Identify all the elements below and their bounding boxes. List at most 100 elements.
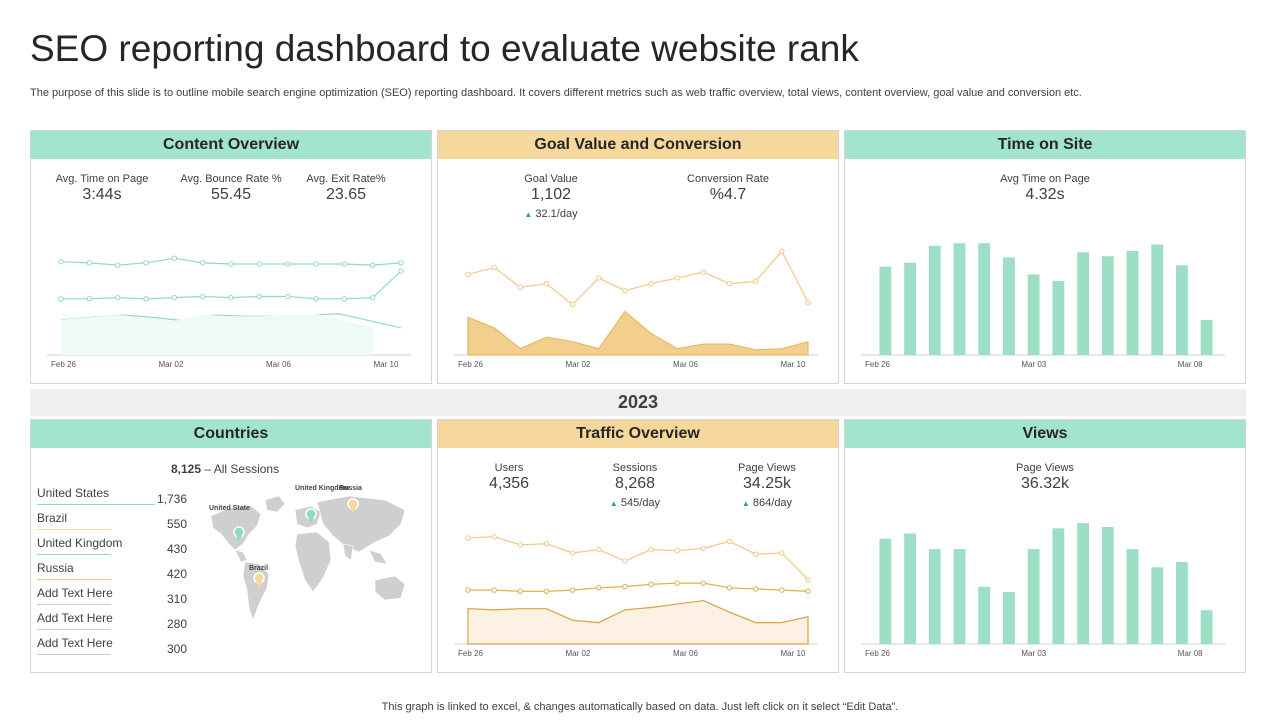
- kpi-label: Conversion Rate: [687, 173, 769, 185]
- sessions-summary: 8,125 – All Sessions: [171, 462, 279, 476]
- x-tick-label: Feb 26: [865, 360, 890, 369]
- data-point: [341, 261, 348, 267]
- data-point: [805, 576, 811, 583]
- kpi-sub: ▲ 545/day: [570, 497, 700, 509]
- data-point: [114, 262, 121, 268]
- kpi-label: Users: [494, 462, 524, 474]
- kpi-sub: ▲ 864/day: [702, 497, 832, 509]
- bar: [953, 243, 966, 355]
- data-point: [58, 258, 64, 265]
- bar: [1101, 527, 1114, 644]
- views-panel[interactable]: Views Page Views 36.32k Feb 26 Mar 03 Mar …: [844, 419, 1246, 673]
- kpi-page-views-total: Page Views 36.32k: [980, 462, 1110, 493]
- sessions-total: 8,125: [171, 462, 202, 476]
- data-point: [465, 587, 471, 593]
- country-count: 310: [166, 592, 187, 606]
- world-map: United State United Kingdom Russia Brazi…: [209, 485, 406, 621]
- series-area: [61, 313, 373, 355]
- data-point: [171, 294, 178, 301]
- data-point: [58, 296, 64, 302]
- kpi-label: Page Views: [738, 462, 796, 474]
- kpi-value: 55.45: [210, 186, 252, 203]
- goal-value-panel[interactable]: Goal Value and Conversion Goal Value 1,1…: [437, 130, 839, 384]
- country-name: Add Text Here: [37, 611, 113, 625]
- bar: [928, 549, 941, 644]
- bar: [1126, 251, 1139, 355]
- traffic-overview-panel[interactable]: Traffic Overview Users 4,356 Sessions 8,…: [437, 419, 839, 673]
- x-tick-label: Mar 06: [266, 360, 291, 369]
- data-point: [622, 558, 628, 564]
- country-underline: [37, 579, 111, 580]
- data-point: [779, 248, 785, 254]
- x-tick-label: Feb 26: [51, 360, 76, 369]
- kpi-label: Avg. Bounce Rate %: [180, 173, 282, 185]
- countries-panel[interactable]: Countries 8,125 – All Sessions United St…: [30, 419, 432, 673]
- time-on-site-panel[interactable]: Time on Site Avg Time on Page 4.32s Feb …: [844, 130, 1246, 384]
- bar: [904, 533, 917, 644]
- traffic-overview-chart: Feb 26 Mar 02 Mar 06 Mar 10: [454, 534, 818, 658]
- data-point: [543, 281, 550, 287]
- views-header: Views: [845, 420, 1245, 448]
- data-point: [648, 581, 654, 588]
- map-pin-us[interactable]: [233, 526, 245, 542]
- data-point: [398, 260, 404, 266]
- bar: [1027, 274, 1040, 355]
- x-tick-label: Mar 10: [781, 649, 806, 658]
- map-pin-russia[interactable]: [347, 498, 359, 514]
- data-point: [284, 261, 291, 267]
- bar: [978, 243, 991, 355]
- bar: [1175, 265, 1188, 355]
- map-pin-brazil[interactable]: [253, 572, 265, 588]
- series-area: [467, 599, 809, 645]
- data-point: [199, 260, 206, 266]
- kpi-page-views: Page Views 34.25k ▲ 864/day: [702, 462, 832, 509]
- data-point: [228, 261, 234, 267]
- country-name: Brazil: [37, 511, 68, 525]
- year-banner: 2023: [30, 389, 1246, 416]
- data-point: [517, 284, 524, 290]
- content-overview-panel[interactable]: Content Overview Avg. Time on Page 3:44s…: [30, 130, 432, 384]
- data-point: [143, 260, 149, 266]
- country-name: Russia: [37, 561, 74, 575]
- bar: [1077, 523, 1090, 644]
- data-point: [517, 588, 524, 594]
- kpi-value: 23.65: [325, 186, 367, 203]
- country-count: 420: [166, 567, 187, 581]
- data-point: [369, 262, 376, 268]
- views-chart: Feb 26 Mar 03 Mar 08: [861, 523, 1225, 658]
- bar: [1052, 528, 1065, 644]
- kpi-value: 34.25k: [742, 475, 792, 492]
- traffic-overview-header: Traffic Overview: [438, 420, 838, 448]
- bar: [1002, 592, 1015, 644]
- x-tick-label: Mar 06: [673, 360, 698, 369]
- map-label-uk: United Kingdom: [295, 485, 349, 492]
- map-greenland: [264, 495, 286, 513]
- series-line: [467, 250, 809, 306]
- country-name: Add Text Here: [37, 586, 113, 600]
- map-pin-uk[interactable]: [305, 508, 317, 524]
- data-point: [622, 287, 628, 294]
- data-point: [543, 541, 550, 547]
- data-point: [543, 588, 550, 594]
- bar: [1077, 252, 1090, 355]
- kpi-sub-text: 864/day: [752, 497, 793, 509]
- kpi-value: 8,268: [614, 475, 656, 492]
- x-tick-label: Mar 08: [1178, 649, 1203, 658]
- kpi-label: Avg. Time on Page: [55, 173, 149, 185]
- country-underline: [37, 629, 111, 630]
- x-tick-label: Mar 03: [1021, 649, 1046, 658]
- country-count: 280: [166, 617, 187, 631]
- country-name: Add Text Here: [37, 636, 113, 650]
- map-label-brazil: Brazil: [249, 565, 268, 572]
- data-point: [674, 275, 680, 281]
- kpi-avg-time-on-page: Avg Time on Page 4.32s: [980, 173, 1110, 204]
- kpi-label: Avg Time on Page: [1000, 173, 1090, 185]
- kpi-label: Avg. Exit Rate%: [306, 173, 386, 185]
- data-point: [596, 585, 602, 591]
- kpi-conversion-rate: Conversion Rate %4.7: [663, 173, 793, 204]
- data-point: [171, 255, 178, 261]
- x-tick-label: Mar 02: [566, 360, 591, 369]
- data-point: [674, 547, 680, 554]
- data-point: [228, 294, 234, 301]
- bar: [1200, 319, 1213, 355]
